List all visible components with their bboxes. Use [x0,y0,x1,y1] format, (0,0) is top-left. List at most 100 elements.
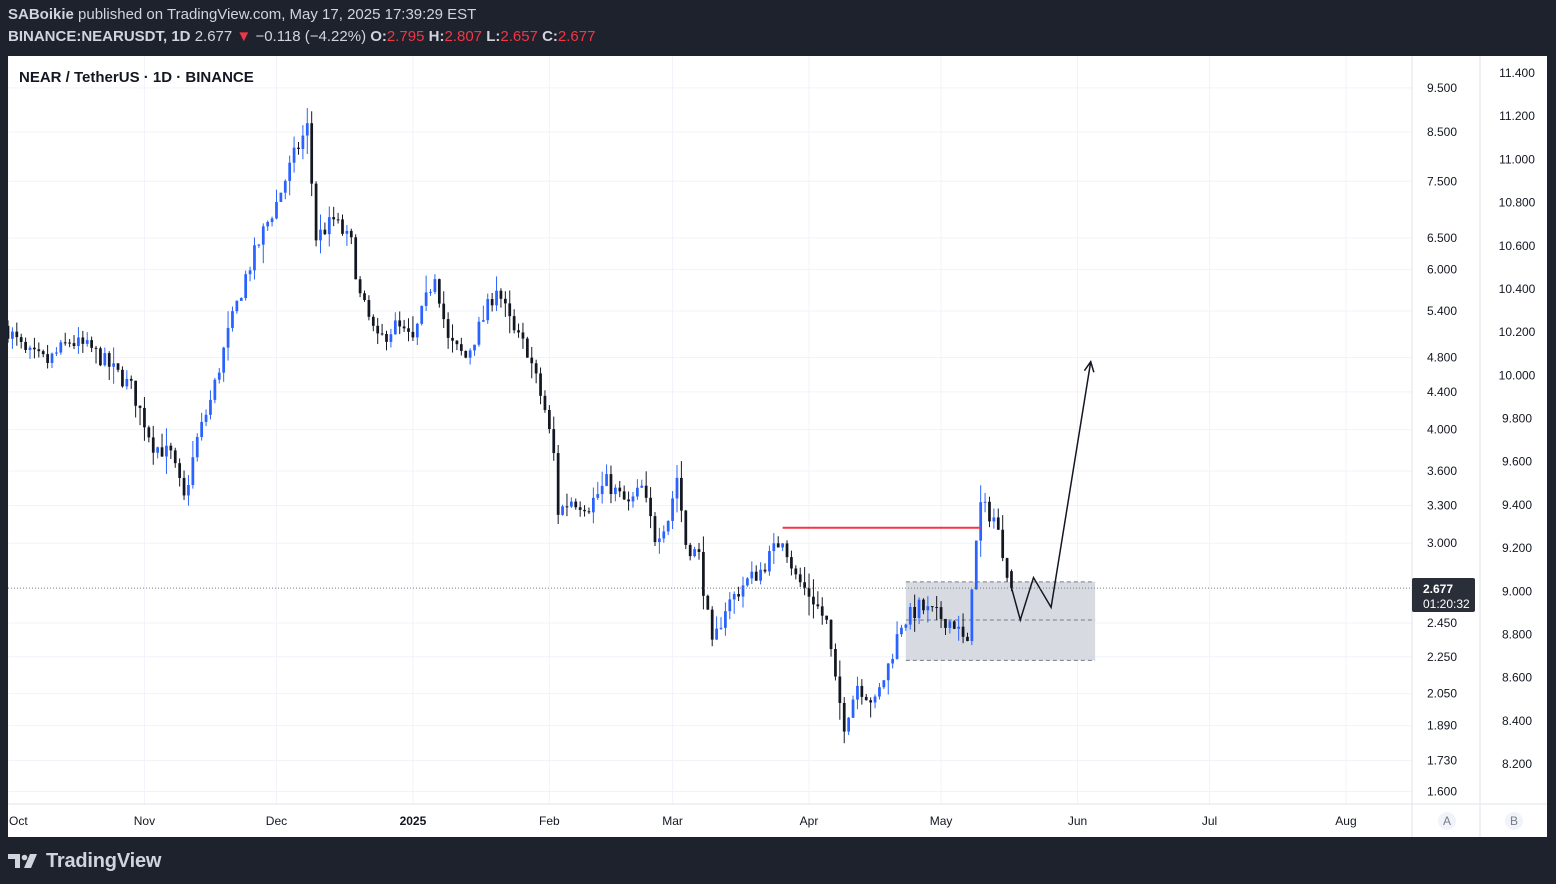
candle-body [636,487,639,497]
candle-body [420,305,424,324]
candle-body [737,593,740,597]
secondary-tick-label: 10.000 [1499,368,1536,382]
change-value: −0.118 (−4.22%) [255,28,367,45]
candle-body [59,342,63,353]
candle-body [790,557,793,569]
candle-body [415,323,419,338]
chart-panel[interactable]: 9.500 8.500 7.500 6.500 6.000 5.400 4.800 4.400… [8,56,1547,837]
secondary-tick-label: 10.200 [1499,325,1536,339]
candle [349,228,353,245]
candle [213,377,217,404]
candle-body [19,337,23,342]
candle-body [996,517,1000,530]
candle [363,290,366,302]
candle [288,155,292,196]
low-label: L: [486,28,501,45]
candle-body [46,354,49,363]
candle [367,295,371,321]
candle-body [618,487,622,492]
candle [768,545,771,576]
candle-body [578,507,582,510]
candle [882,680,886,690]
candle [737,586,740,602]
candle [948,619,952,634]
candle-body [1010,571,1013,589]
candle [785,540,789,563]
price-tick-label: 6.500 [1427,231,1457,245]
candle-body [622,491,626,500]
candle [715,616,718,640]
candle [90,336,93,353]
secondary-tick-label: 9.400 [1502,498,1532,512]
auto-scale-button[interactable]: A [1438,812,1456,830]
candle-body [746,578,749,586]
candle [772,533,776,565]
candle [380,323,384,336]
tradingview-footer[interactable]: TradingView [8,848,161,874]
candle [253,237,256,280]
candle-body [297,147,300,149]
price-chart[interactable]: 9.500 8.500 7.500 6.500 6.000 5.400 4.800 4.400… [8,56,1547,837]
candle [116,363,120,373]
log-scale-button[interactable]: B [1505,812,1523,830]
candle-body [904,624,908,628]
candle [332,206,336,227]
candle-body [552,429,556,454]
candle [239,297,243,301]
candle-body [398,320,402,327]
candle-body [314,183,318,241]
price-tick-label: 9.500 [1427,81,1457,95]
candle-body [261,226,265,245]
candle-body [275,201,278,219]
price-tick-label: 4.000 [1427,423,1457,437]
candle [433,274,437,295]
candle-body [939,607,943,619]
candle-body [820,606,824,616]
candle-body [569,501,573,507]
candle-body [94,347,98,349]
candle-body [116,363,120,370]
candle [442,291,446,328]
candle [402,319,406,332]
secondary-tick-label: 11.200 [1499,109,1535,123]
candle-body [1005,558,1009,578]
candle [169,442,173,459]
secondary-tick-label: 10.400 [1499,282,1536,296]
candle-body [90,340,93,348]
candle-body [547,409,551,430]
high-value: 2.807 [444,28,483,45]
candle [697,542,701,560]
candle-body [556,453,560,515]
time-tick-label: Oct [9,814,28,828]
candle-body [499,290,503,299]
time-tick-label: Apr [800,814,819,828]
secondary-tick-label: 10.600 [1499,239,1536,253]
candle-body [856,685,859,700]
candle-body [525,338,529,358]
candle-body [8,325,10,339]
candle-body [873,696,877,703]
candle [209,390,212,420]
time-tick-label: May [930,814,953,828]
candle [41,349,45,358]
candle-body [895,634,899,659]
candle [873,694,877,709]
candle [103,347,107,367]
candle [235,300,239,314]
candle [675,465,679,513]
candle [473,344,476,356]
change-arrow-icon: ▼ [236,28,252,45]
candle-body [376,325,380,334]
chart-title: NEAR / TetherUS · 1D · BINANCE [19,69,254,86]
candle [662,525,666,543]
candle-body [983,501,987,503]
candle [112,347,115,384]
candle-body [882,680,886,688]
high-label: H: [428,28,445,45]
candle-body [724,611,727,628]
candle-body [600,485,604,495]
candle-body [596,494,600,498]
candle-body [486,299,490,321]
candle-body [468,350,472,358]
candle-body [917,599,921,619]
